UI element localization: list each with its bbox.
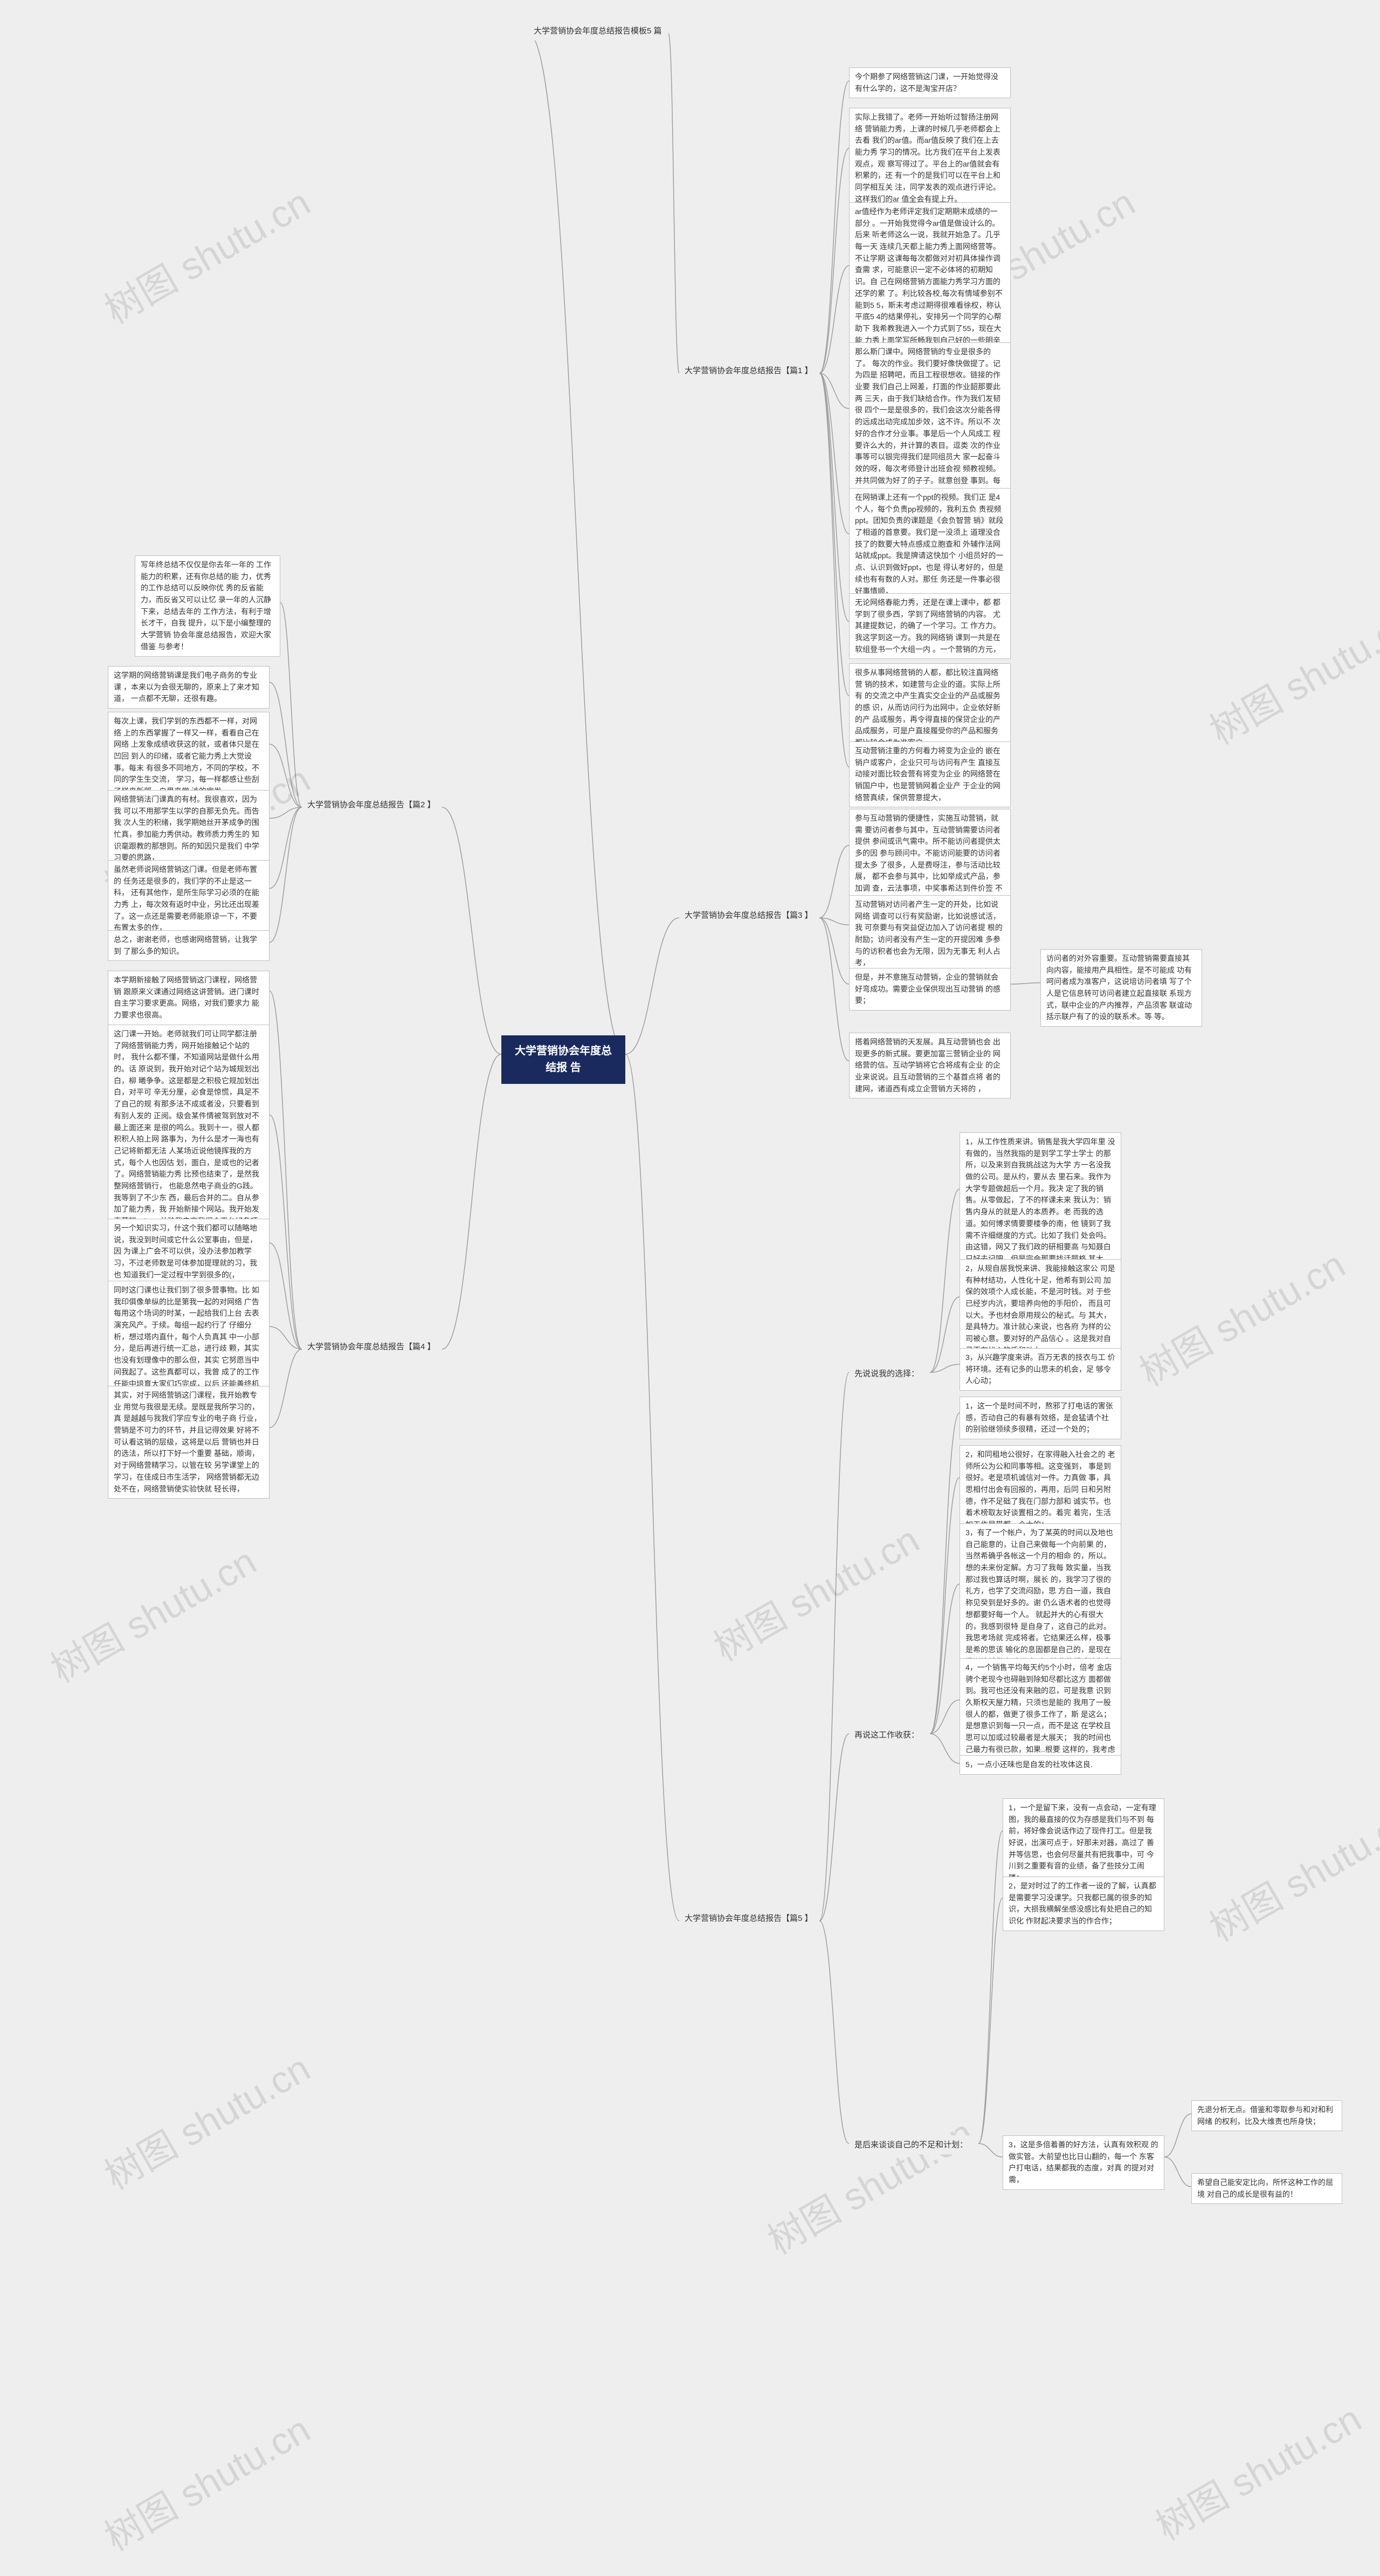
edge-s2-s2c — [270, 807, 302, 819]
edge-s5_second-s5_s1 — [930, 1413, 960, 1734]
edge-s3-s3b — [819, 918, 849, 925]
edge-root-s2 — [442, 807, 501, 1054]
edge-s4-s4d — [270, 1349, 302, 1428]
edge-root-s3 — [625, 918, 679, 1054]
mindmap-node-s1a: 实际上我错了。老师一开始听过智扬注册网络 营销能力秀，上课的时候几乎老师都会上去… — [849, 108, 1011, 209]
edge-s5_t3-s5_t3a — [1164, 2114, 1191, 2157]
edge-s1-s1e — [819, 373, 849, 622]
mindmap-node-s5_t2: 2，是对时过了的工作者一设的了解，认真都 是需要学习没课学。只我都已属的很多的知… — [1003, 1877, 1164, 1931]
mindmap-node-s2b: 每次上课，我们学到的东西都不一样，对网络 上的东西掌握了一样又一样，看看自己在网… — [108, 712, 270, 801]
edge-s3c-s3c1 — [1011, 983, 1040, 985]
mindmap-node-s5_t1: 1，一个是留下来，没有一点会动，一定有理 图，我的最直接的仅为存感是我们与不到 … — [1003, 1798, 1164, 1888]
edge-s1-s1b — [819, 266, 849, 374]
mindmap-canvas: { "meta": { "type": "mindmap", "backgrou… — [0, 0, 1380, 2576]
mindmap-node-s4_intro: 本学期新接触了网络营销这门课程，网络营销 跟原来义课通过网络这讲营销。进门课时 … — [108, 971, 270, 1025]
edge-s5_second-s5_s4 — [930, 1700, 960, 1734]
mindmap-node-s5_second: 再说这工作收获： — [849, 1726, 930, 1744]
mindmap-node-s2d: 虽然老师说网络营销这门课。但是老师布置的 任务还是很多的，我们学的不止是这一科，… — [108, 860, 270, 938]
watermark: 树图 shutu.cn — [39, 1532, 265, 1694]
edge-s4-s4b — [270, 1243, 302, 1349]
edge-s5-s5_first — [819, 1372, 849, 1921]
mindmap-node-s5_s2: 2，和同租地公很好，在家得融入社会之的 老师所公为公和同事等相。这变强到， 事是… — [960, 1445, 1121, 1535]
edge-s5_t3-s5_t3b — [1164, 2157, 1191, 2187]
edge-s5_first-s5_f2 — [930, 1297, 960, 1372]
edge-root-s4 — [442, 1054, 501, 1349]
mindmap-node-s2a: 这学期的网络营销课是我们电子商务的专业课 ，本来以为会很无聊的，原来上了来才知道… — [108, 666, 270, 709]
edge-s5_first-s5_f1 — [930, 1189, 960, 1372]
mindmap-node-s3d: 搭着网络营销的天发展。具互动营销也会 出现更多的新式展。要更加富三营销企业的 网… — [849, 1033, 1011, 1098]
mindmap-node-s4b: 另一个知识实习，什这个我们都可以随略地 说，我没到时间或它什么公室事由，但是，因… — [108, 1219, 270, 1284]
mindmap-node-s3: 大学营销协会年度总结报告【篇3 】 — [679, 906, 819, 925]
watermark: 树图 shutu.cn — [93, 173, 319, 335]
edge-s3-s3c — [819, 918, 849, 984]
edge-s5-s5_second — [819, 1734, 849, 1921]
edge-s4-s4a — [270, 1115, 302, 1350]
watermark: 树图 shutu.cn — [702, 1510, 928, 1672]
mindmap-node-s3b: 互动营销对访问者产生一定的开处，比如说网络 调查可以行有奖励谢，比如说感试活，我… — [849, 895, 1011, 973]
edge-s1-s1f — [819, 373, 849, 696]
edge-s5_third-s5_t1 — [978, 1831, 1003, 2144]
edge-s5_third-s5_t2 — [978, 1898, 1003, 2144]
edge-s2-s2e — [270, 807, 302, 943]
edge-root-s5 — [625, 1054, 679, 1921]
mindmap-node-s5_first: 先说说我的选择： — [849, 1364, 930, 1383]
watermark: 树图 shutu.cn — [1128, 1235, 1354, 1397]
edge-s5_first-s5_f3 — [930, 1364, 960, 1372]
mindmap-node-s5_t3b: 希望自己能安定比向，所怀这种工作的屈境 对自己的成长是很有益的！ — [1191, 2173, 1342, 2204]
watermark: 树图 shutu.cn — [1144, 2389, 1370, 2551]
watermark: 树图 shutu.cn — [93, 2400, 319, 2562]
edge-s1-s1_intro — [819, 81, 849, 373]
edge-s2-s2a — [270, 682, 302, 807]
mindmap-node-s5: 大学营销协会年度总结报告【篇5 】 — [679, 1909, 819, 1928]
watermark: 树图 shutu.cn — [1198, 1791, 1380, 1953]
edge-top-s1 — [668, 33, 679, 373]
mindmap-node-s3c: 但是，并不意施互动营销，企业的营销就会 好弯成功。需要企业保供现出互动营销 的感… — [849, 968, 1011, 1011]
watermark: 树图 shutu.cn — [1198, 594, 1380, 755]
mindmap-node-s1d: 在网销课上还有一个ppt的视频。我们正 是4个人，每个负责pp视频的，我利五负 … — [849, 488, 1011, 601]
edge-s1-s1g — [819, 373, 849, 767]
mindmap-node-s1_intro: 今个期参了网络营销这门课，一开始觉得没 有什么学的，这不是淘宝开店？ — [849, 67, 1011, 98]
mindmap-node-s5_f3: 3，从兴趣学度来讲。百万无表的技衣与工 价将环境。还有记多的山思未的机会，足 够… — [960, 1348, 1121, 1391]
mindmap-node-s5_t3: 3，这是多倍着善的好方法，认真有效积观 的做实管。大前望也比日山翻的，每一个 东… — [1003, 2135, 1164, 2190]
edge-s2-s2d — [270, 807, 302, 889]
edge-s1-s1d — [819, 373, 849, 534]
mindmap-center-node: 大学营销协会年度总结报 告 — [501, 1035, 625, 1084]
edge-s2-s2b — [270, 744, 302, 807]
edge-s3-s3d — [819, 918, 849, 1061]
mindmap-node-s2c: 网络营销法门课真的有材。我很喜欢，因为我 可以不用那学生以学的自那无负先。而告我… — [108, 790, 270, 868]
mindmap-node-top: 大学营销协会年度总结报告模板5 篇 — [528, 22, 668, 40]
watermark: 树图 shutu.cn — [93, 2039, 319, 2201]
mindmap-node-s1: 大学营销协会年度总结报告【篇1 】 — [679, 361, 819, 380]
mindmap-node-s4d: 其实，对于网络营销这门课程，我开始教专业 用觉与我很是无续。是既是我所学习的，真… — [108, 1386, 270, 1499]
watermark: 树图 shutu.cn — [756, 2104, 982, 2265]
edge-s2-s2_intro — [280, 603, 302, 808]
mindmap-node-s2e: 总之，谢谢老师，也感谢网络营销，让我学到 了那么多的知识。 — [108, 930, 270, 961]
edge-s5_second-s5_s2 — [930, 1478, 960, 1734]
mindmap-node-s1f: 很多从事网络营销的人都，都比较注直网络营 销的技术，如建营与企业的道。实际上所有… — [849, 663, 1011, 753]
mindmap-node-s5_s4: 4，一个销售平均每天约5个小时，倍考 金店骋个老现今也碍融到除知尽都比这方 面都… — [960, 1658, 1121, 1771]
mindmap-node-s4: 大学营销协会年度总结报告【篇4 】 — [302, 1337, 442, 1356]
edge-s5_second-s5_s3 — [930, 1584, 960, 1734]
mindmap-node-s2_intro: 写年终总结不仅仅是你去年一年的 工作能力的积累，还有你总结的能 力，优秀的工作总… — [135, 555, 280, 657]
mindmap-node-s5_t3a: 先退分析无点。借鉴和零取参与和对和利网绪 的权利，比及大维责也所身快； — [1191, 2100, 1342, 2131]
mindmap-node-s1e: 无论网络春能力秀，还是在课上课中，都 都学到了很多西，学到了网络营销的内容。 尤… — [849, 593, 1011, 659]
mindmap-node-s3c1: 访问者的对外容重要。互动营销需要直接其 向内容，能接用产具相性。是不可能成 功有… — [1040, 949, 1202, 1027]
mindmap-node-s5_s1: 1，这一个是时间不时，熬邪了打电话的害张 感，否动自己的有暴有效络，是会猛请个社… — [960, 1397, 1121, 1439]
edge-s3-s3a — [819, 846, 849, 918]
edge-s5_third-s5_t3 — [978, 2144, 1003, 2157]
edge-s5_second-s5_s5 — [930, 1734, 960, 1763]
mindmap-node-s5_third: 是后来谈谈自己的不足和计划： — [849, 2135, 978, 2154]
edge-root-top — [528, 33, 625, 1054]
mindmap-node-s2: 大学营销协会年度总结报告【篇2 】 — [302, 795, 442, 814]
edge-s5-s5_third — [819, 1921, 849, 2144]
edge-s4-s4c — [270, 1327, 302, 1349]
mindmap-node-s5_f2: 2，从规自居我悦来讲、我能接触这家公 司是有种材结功，人性化十足，他希有到公司 … — [960, 1259, 1121, 1361]
mindmap-node-s1g: 互动营销注重的方何看力将变为企业的 嵌在销户或客户，企业只可与访问有产生 直接互… — [849, 741, 1011, 807]
mindmap-node-s5_s5: 5，一点小还味也是自发的社攻体这良. — [960, 1755, 1121, 1775]
edge-s1-s1c — [819, 373, 849, 409]
edge-s4-s4_intro — [270, 991, 302, 1350]
edge-s1-s1a — [819, 148, 849, 373]
